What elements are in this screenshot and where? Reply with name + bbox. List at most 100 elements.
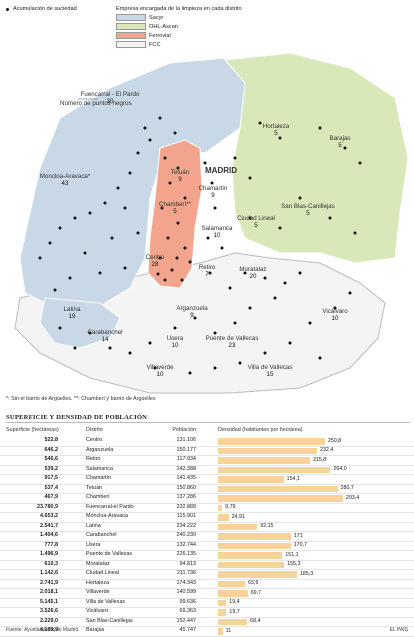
table-rows: 522,8 Centro 131.106 250,8 646,2 Arganzuela 15… xyxy=(0,437,414,637)
sacyr-region xyxy=(19,57,246,311)
legend-points: Acumulación de suciedad xyxy=(6,6,77,12)
district-cell: Ciudad Lineal xyxy=(86,570,119,576)
legend-item-ohl-ascan: OHL-Ascan xyxy=(116,22,242,31)
district-label: Chamartín xyxy=(199,185,228,192)
legend-company-name: Ferrovial xyxy=(149,32,171,39)
area-cell: 610,3 xyxy=(44,560,59,567)
table-row: 1.404,6 Carabanchel 240.230 171 xyxy=(0,532,414,542)
table-row: 2.541,7 Latina 234.222 92,15 xyxy=(0,522,414,532)
district-label: Latina xyxy=(64,306,81,313)
district-label: Retiro xyxy=(199,264,216,271)
legend-companies-title: Empresa encargada de la limpieza en cada… xyxy=(116,6,242,12)
density-value: 232,4 xyxy=(320,447,334,453)
district-count: 5 xyxy=(274,130,278,137)
ohl-ascan-swatch xyxy=(116,23,146,30)
ohl-ascan-region xyxy=(223,52,409,264)
district-cell: Retiro xyxy=(86,456,101,462)
map-notes: *: Sin el barrio de Argüelles. **: Chamb… xyxy=(6,396,156,402)
district-count: 5 xyxy=(254,222,258,229)
map-svg: MADRID Número de puntos negros Fuencarra… xyxy=(14,52,409,394)
density-bar xyxy=(218,523,258,530)
district-cell: Villa de Vallecas xyxy=(86,598,126,605)
district-cell: Latina xyxy=(86,522,101,529)
district-label: Villaverde xyxy=(146,364,174,371)
legend-item-sacyr: Sacyr xyxy=(116,13,242,22)
district-count: 7 xyxy=(205,271,209,278)
density-value: 11 xyxy=(225,627,232,634)
district-count: 23 xyxy=(229,342,236,349)
district-count: 15 xyxy=(267,371,274,378)
population-cell: 234.222 xyxy=(176,522,197,529)
density-value: 63,6 xyxy=(248,580,259,586)
population-cell: 141.435 xyxy=(176,475,197,481)
area-cell: 23.780,9 xyxy=(37,503,58,510)
sacyr-swatch xyxy=(116,14,146,21)
credit: EL PAÍS xyxy=(389,627,408,633)
density-bar xyxy=(218,609,227,616)
area-cell: 1.404,6 xyxy=(40,532,58,538)
table-row: 4.653,2 Moncloa-Aravaca 115.901 24,91 xyxy=(0,513,414,523)
density-bar xyxy=(218,599,227,606)
legend-item-fcc: FCC xyxy=(116,40,242,49)
density-bar xyxy=(218,533,291,540)
population-cell: 150.177 xyxy=(176,446,197,453)
header-density: Densidad (habitantes por hectárea) xyxy=(218,427,303,433)
table-row: 2.018,1 Villaverde 140.599 69,7 xyxy=(0,589,414,599)
district-label: Carabanchel xyxy=(87,329,122,336)
density-value: 19,7 xyxy=(229,608,240,615)
density-bar xyxy=(218,476,284,483)
population-cell: 174.343 xyxy=(176,579,197,586)
legend-points-label: Acumulación de suciedad xyxy=(13,6,77,12)
district-cell: Arganzuela xyxy=(86,446,114,453)
density-bar xyxy=(218,552,283,559)
district-cell: Fuencarral-el Pardo xyxy=(86,503,134,510)
district-cell: Salamanca xyxy=(86,465,113,472)
population-cell: 211.736 xyxy=(176,570,196,576)
table-row: 522,8 Centro 131.106 250,8 xyxy=(0,437,414,447)
density-bar xyxy=(218,561,285,568)
district-count: 30 xyxy=(107,98,114,105)
district-label: Barajas xyxy=(330,135,351,142)
area-cell: 537,4 xyxy=(44,484,59,491)
area-cell: 546,6 xyxy=(44,456,59,462)
population-cell: 99.636 xyxy=(179,598,197,605)
density-value: 185,3 xyxy=(299,570,314,577)
population-cell: 115.901 xyxy=(176,513,196,519)
density-bar xyxy=(218,514,229,521)
district-cell: Usera xyxy=(86,541,101,548)
district-count: 10 xyxy=(214,232,221,239)
area-cell: 467,9 xyxy=(44,494,59,500)
density-value: 170,7 xyxy=(293,542,307,548)
area-cell: 5.145,1 xyxy=(40,598,58,605)
district-cell: San Blas-Canillejas xyxy=(86,617,133,624)
table-row: 2.229,0 San Blas-Canillejas 152.447 68,4 xyxy=(0,617,414,627)
district-cell: Barajas xyxy=(86,627,105,633)
area-cell: 2.541,7 xyxy=(40,522,58,529)
district-label: Arganzuela xyxy=(176,305,208,312)
population-cell: 226.135 xyxy=(176,551,197,557)
density-value: 154,1 xyxy=(286,475,300,482)
area-cell: 2.018,1 xyxy=(40,589,58,595)
header-population: Población xyxy=(172,427,196,433)
population-cell: 69.363 xyxy=(179,608,197,614)
district-label: Vicálvaro xyxy=(322,308,348,315)
district-label: San Blas-Canillejas xyxy=(281,203,335,210)
area-cell: 3.526,6 xyxy=(40,608,58,614)
area-cell: 4.189,9 xyxy=(40,627,58,633)
district-cell: Centro xyxy=(86,437,103,443)
density-value: 215,8 xyxy=(312,456,327,463)
density-value: 92,15 xyxy=(260,523,274,529)
district-map: MADRID Número de puntos negros Fuencarra… xyxy=(0,48,414,394)
legend-company-name: Sacyr xyxy=(149,14,164,21)
density-bar xyxy=(218,457,310,464)
district-count: 19 xyxy=(69,313,76,320)
header-area: Superficie (hectáreas) xyxy=(6,427,59,433)
population-cell: 240.230 xyxy=(176,532,197,538)
density-bar xyxy=(218,628,223,635)
district-label: Salamanca xyxy=(202,225,234,232)
population-cell: 232.889 xyxy=(176,503,197,510)
district-cell: Moratalaz xyxy=(86,560,110,567)
district-cell: Moncloa-Aravaca xyxy=(86,513,128,519)
district-label: Tetuán xyxy=(171,169,190,176)
count-key: Número de puntos negros xyxy=(60,98,132,107)
